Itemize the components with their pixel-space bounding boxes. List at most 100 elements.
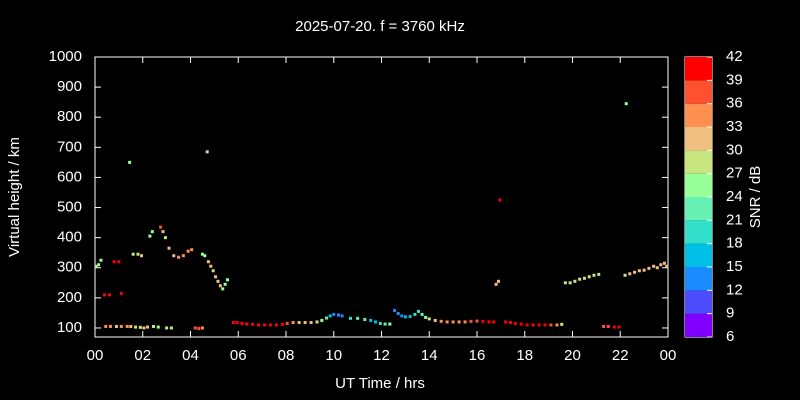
data-point <box>214 275 218 279</box>
colorbar-tick-label: 6 <box>726 328 734 345</box>
data-point <box>469 319 473 323</box>
data-point <box>134 325 138 329</box>
colorbar-tick-label: 39 <box>726 71 743 88</box>
data-point <box>211 269 215 273</box>
colorbar-band <box>685 313 712 337</box>
data-point <box>240 321 244 325</box>
data-point <box>163 236 167 240</box>
data-point <box>125 324 129 328</box>
data-point <box>151 324 155 328</box>
data-point <box>525 323 529 327</box>
data-point <box>457 320 461 324</box>
x-tick-label: 16 <box>469 347 486 364</box>
y-tick-label: 100 <box>57 319 82 336</box>
data-point <box>383 322 387 326</box>
data-point <box>475 319 479 323</box>
data-point <box>332 312 336 316</box>
colorbar-band <box>685 127 712 151</box>
data-point <box>200 252 204 256</box>
data-point <box>582 276 586 280</box>
data-point <box>251 322 255 326</box>
data-point <box>263 323 267 327</box>
data-point <box>642 268 646 272</box>
data-point <box>592 273 596 277</box>
data-point <box>136 252 140 256</box>
y-tick-label: 200 <box>57 289 82 306</box>
data-point <box>655 266 659 270</box>
data-point <box>617 325 621 329</box>
data-point <box>393 309 397 313</box>
colorbar-band <box>685 80 712 104</box>
data-point <box>177 255 181 259</box>
data-point <box>433 318 437 322</box>
data-point <box>165 326 169 330</box>
data-point <box>420 312 424 316</box>
data-point <box>662 261 666 265</box>
data-point <box>205 150 209 154</box>
data-point <box>408 315 412 319</box>
data-point <box>624 102 628 106</box>
data-point <box>439 319 443 323</box>
data-point <box>119 291 123 295</box>
data-point <box>138 325 142 329</box>
data-point <box>216 279 220 283</box>
data-point <box>167 246 171 250</box>
data-point <box>549 323 553 327</box>
data-point <box>169 326 173 330</box>
data-point <box>99 258 103 262</box>
data-point <box>156 325 160 329</box>
data-point <box>348 316 352 320</box>
data-point <box>531 323 535 327</box>
data-point <box>231 321 235 325</box>
data-point <box>245 322 249 326</box>
data-point <box>280 322 284 326</box>
data-point <box>378 321 382 325</box>
data-point <box>623 273 627 277</box>
data-point <box>109 324 113 328</box>
x-tick-label: 22 <box>612 347 629 364</box>
data-point <box>226 278 230 282</box>
colorbar-band <box>685 103 712 127</box>
data-point <box>325 316 329 320</box>
data-point <box>555 323 559 327</box>
data-point <box>148 234 152 238</box>
data-point <box>504 320 508 324</box>
data-point <box>659 263 663 267</box>
data-point <box>104 324 108 328</box>
colorbar-tick-label: 30 <box>726 141 743 158</box>
data-point <box>218 284 222 288</box>
colorbar-band <box>685 197 712 221</box>
data-point <box>602 324 606 328</box>
data-point <box>328 314 332 318</box>
x-tick-label: 10 <box>325 347 342 364</box>
data-point <box>374 320 378 324</box>
colorbar-tick-label: 33 <box>726 118 743 135</box>
data-point <box>494 282 498 286</box>
y-tick-label: 700 <box>57 138 82 155</box>
x-tick-label: 00 <box>660 347 677 364</box>
colorbar-label: SNR / dB <box>747 166 764 229</box>
data-point <box>451 320 455 324</box>
data-point <box>606 324 610 328</box>
x-tick-label: 18 <box>516 347 533 364</box>
data-point <box>107 293 111 297</box>
data-point <box>612 325 616 329</box>
data-point <box>337 313 341 317</box>
colorbar-tick-label: 21 <box>726 211 743 228</box>
data-point <box>496 279 500 283</box>
data-point <box>197 327 201 331</box>
x-tick-label: 02 <box>134 347 151 364</box>
colorbar-tick-label: 27 <box>726 165 743 182</box>
data-point <box>112 260 116 264</box>
data-point <box>203 254 207 258</box>
data-point <box>578 277 582 281</box>
data-point <box>150 230 154 234</box>
x-tick-label: 06 <box>230 347 247 364</box>
data-point <box>413 312 417 316</box>
data-point <box>129 324 133 328</box>
data-point <box>519 322 523 326</box>
data-point <box>543 323 547 327</box>
data-point <box>633 270 637 274</box>
data-point <box>181 254 185 258</box>
